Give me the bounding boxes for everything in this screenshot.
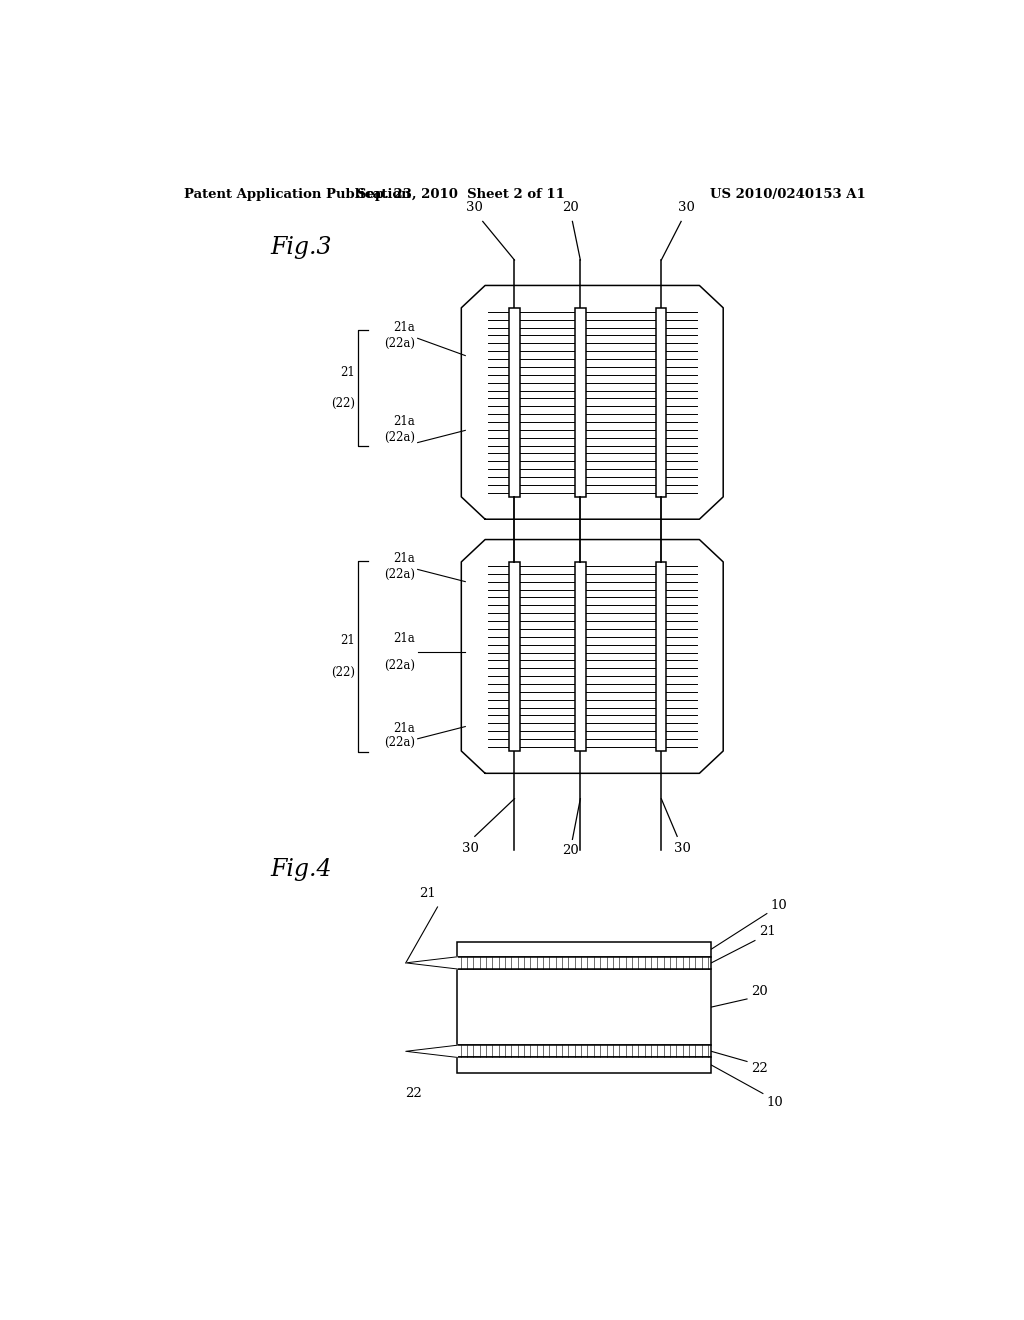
Text: Fig.3: Fig.3 [270, 236, 333, 259]
Polygon shape [406, 957, 458, 969]
Text: (22a): (22a) [384, 737, 416, 748]
Bar [458, 1057, 712, 1073]
Text: (22a): (22a) [384, 337, 416, 350]
Polygon shape [461, 540, 723, 774]
Text: Fig.4: Fig.4 [270, 858, 333, 882]
Bar [458, 941, 712, 957]
Text: 21: 21 [759, 925, 775, 939]
Text: (22a): (22a) [384, 568, 416, 581]
Text: 21a: 21a [393, 722, 416, 735]
Text: Patent Application Publication: Patent Application Publication [183, 189, 411, 202]
Text: 21: 21 [340, 635, 355, 648]
Text: 21a: 21a [393, 632, 416, 644]
Bar [458, 957, 712, 969]
Text: 10: 10 [767, 1096, 783, 1109]
Text: 30: 30 [466, 202, 483, 214]
Bar [575, 562, 586, 751]
Text: US 2010/0240153 A1: US 2010/0240153 A1 [711, 189, 866, 202]
Text: 22: 22 [406, 1086, 422, 1100]
Text: 30: 30 [678, 202, 695, 214]
Text: 30: 30 [674, 842, 691, 855]
Text: (22a): (22a) [384, 659, 416, 672]
Text: (22): (22) [331, 665, 355, 678]
Text: 21a: 21a [393, 552, 416, 565]
Text: 21a: 21a [393, 321, 416, 334]
Text: (22a): (22a) [384, 430, 416, 444]
Text: 22: 22 [751, 1063, 768, 1076]
Polygon shape [406, 1045, 458, 1057]
Bar [458, 969, 712, 1045]
Text: 21a: 21a [393, 416, 416, 429]
Bar [656, 308, 667, 496]
Text: 30: 30 [463, 842, 479, 855]
Text: 21: 21 [340, 366, 355, 379]
Bar [509, 562, 519, 751]
Bar [575, 308, 586, 496]
Text: Sep. 23, 2010  Sheet 2 of 11: Sep. 23, 2010 Sheet 2 of 11 [357, 189, 565, 202]
Text: 21: 21 [420, 887, 436, 900]
Bar [509, 308, 519, 496]
Text: (22): (22) [331, 397, 355, 411]
Bar [656, 562, 667, 751]
Polygon shape [461, 285, 723, 519]
Bar [458, 1045, 712, 1057]
Text: 10: 10 [771, 899, 787, 912]
Text: 20: 20 [751, 985, 768, 998]
Text: 20: 20 [562, 845, 580, 858]
Text: 20: 20 [562, 202, 580, 214]
